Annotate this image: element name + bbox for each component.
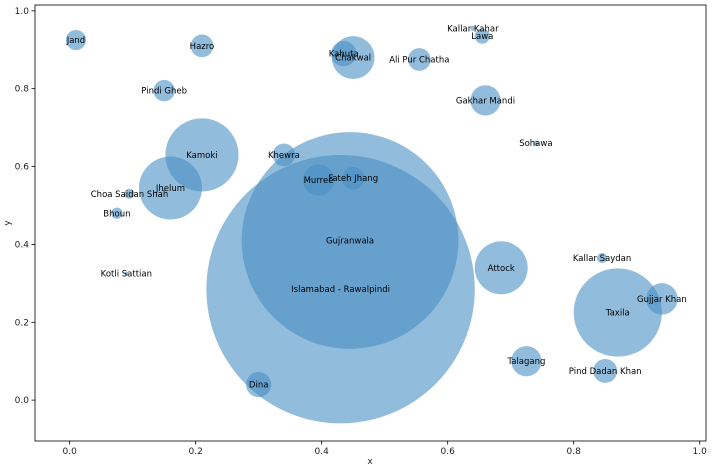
bubble-attock: [474, 241, 528, 295]
bubble-pind-dadan-khan: [593, 358, 618, 383]
y-tick-label: 0.0: [15, 396, 30, 406]
point-label: Kahuta: [329, 50, 359, 60]
point-label: Gakhar Mandi: [456, 96, 515, 106]
point-label: Fateh Jhang: [328, 174, 378, 184]
point-label: Kallar Saydan: [573, 254, 631, 264]
x-axis-ticks: 0.0 0.2 0.4 0.6 0.8 1.0: [62, 441, 707, 457]
bubble-fateh-jhang: [341, 166, 365, 190]
y-axis-label: y: [3, 220, 13, 226]
y-tick-label: 1.0: [15, 7, 30, 17]
x-tick-label: 0.4: [315, 447, 330, 457]
point-label: Dina: [249, 381, 269, 391]
x-tick-label: 0.6: [441, 447, 456, 457]
y-tick-label: 0.8: [15, 85, 30, 95]
plot-frame: [34, 4, 707, 442]
point-label: Kotli Sattian: [101, 270, 152, 280]
bubble-lawa: [474, 28, 490, 44]
point-label: Gujjar Khan: [637, 295, 687, 305]
point-label: Pindi Gheb: [141, 87, 187, 97]
x-tick-label: 0.2: [188, 447, 202, 457]
point-label: Hazro: [190, 42, 215, 52]
bubble-murree: [302, 164, 335, 196]
y-axis-ticks: 0.0 0.2 0.4 0.6 0.8 1.0: [15, 7, 35, 406]
bubble-gujranwala: [241, 132, 459, 349]
point-label: Gujranwala: [326, 237, 374, 247]
bubble-gakhar-mandi: [470, 85, 501, 116]
point-label: Lawa: [471, 32, 493, 42]
point-label: Bhoun: [103, 209, 130, 219]
point-label: Jand: [66, 36, 86, 46]
bubble-ali-pur-chatha: [407, 48, 431, 71]
point-label: Sohawa: [519, 139, 552, 149]
x-tick-label: 1.0: [693, 447, 708, 457]
point-label: Jhelum: [155, 184, 185, 194]
bubble-sohawa: [533, 140, 539, 146]
point-label: Kallar Kahar: [447, 24, 499, 34]
bubble-gujjar-khan: [646, 283, 678, 315]
point-label: Talagang: [506, 357, 545, 367]
bubble-khewra: [272, 143, 296, 167]
point-label: Murree: [304, 176, 334, 186]
bubble-bhoun: [111, 207, 123, 219]
point-label: Pind Dadan Khan: [569, 367, 642, 377]
bubbles-layer: [65, 25, 678, 424]
x-tick-label: 0.0: [62, 447, 77, 457]
point-label: Khewra: [268, 151, 300, 161]
point-label: Kamoki: [186, 151, 217, 161]
bubble-kallar-kahar: [470, 25, 476, 31]
point-label: Chakwal: [335, 54, 371, 64]
x-axis-label: x: [367, 457, 373, 466]
bubble-kotli-sattian: [124, 271, 129, 276]
y-tick-label: 0.6: [15, 163, 30, 173]
bubble-jand: [65, 29, 87, 51]
point-label: Ali Pur Chatha: [389, 56, 449, 66]
bubble-kahuta: [331, 41, 357, 67]
y-tick-label: 0.2: [15, 318, 29, 328]
point-label: Choa Saidan Shah: [91, 190, 168, 200]
bubble-jhelum: [138, 156, 202, 220]
point-label: Attock: [488, 264, 515, 274]
point-label: Taxila: [605, 309, 630, 319]
bubble-dina: [246, 371, 272, 398]
point-label: Islamabad - Rawalpindi: [291, 285, 390, 295]
bubble-choa-saidan-shah: [124, 188, 135, 199]
bubble-hazro: [190, 34, 214, 58]
y-tick-label: 0.4: [15, 240, 30, 250]
bubble-talagang: [511, 346, 542, 377]
bubble-kallar-saydan: [597, 252, 608, 264]
x-tick-label: 0.8: [567, 447, 582, 457]
bubble-taxila: [573, 268, 662, 357]
bubble-pindi-gheb: [153, 79, 175, 102]
